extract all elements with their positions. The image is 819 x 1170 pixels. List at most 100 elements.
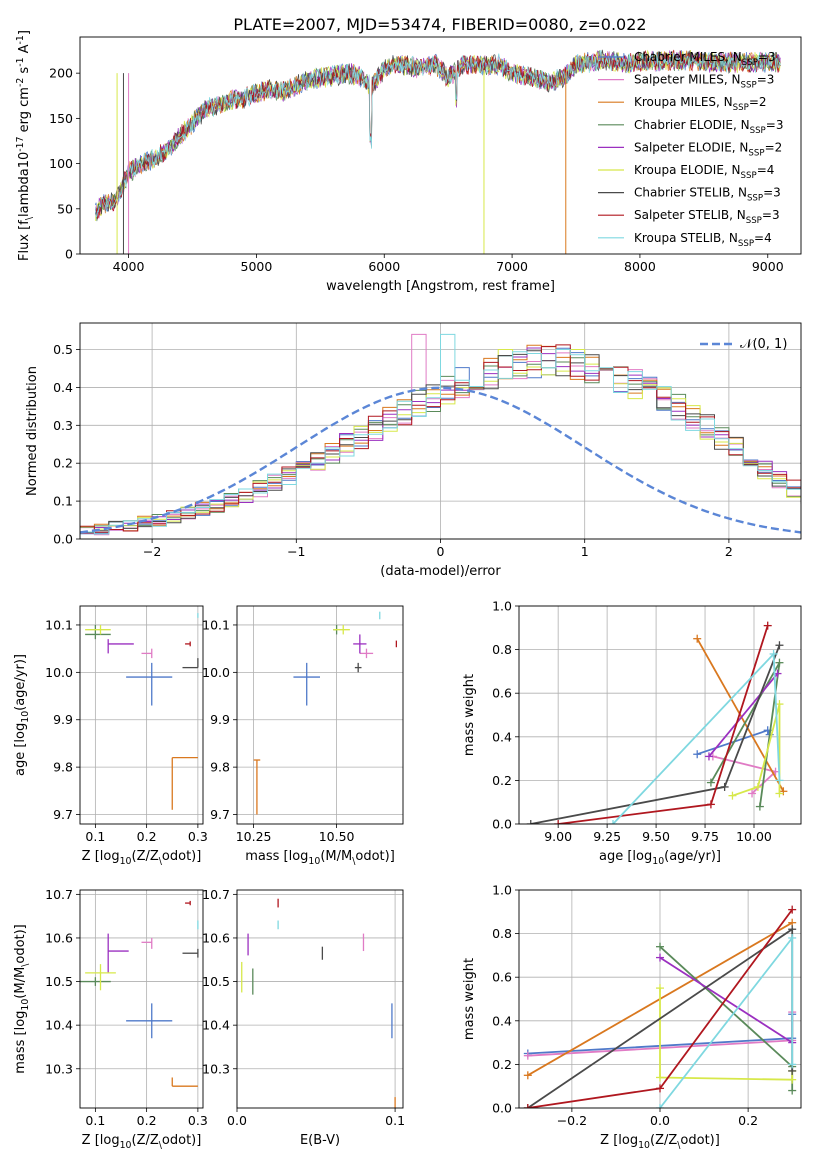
axes-frame [79, 322, 802, 540]
plot-content [94, 49, 781, 254]
x-tick-label: 2 [725, 544, 733, 559]
plus-marker [769, 649, 778, 658]
plot-area [237, 606, 403, 824]
x-tick-label: 10.00 [736, 829, 772, 844]
plus-marker [755, 802, 764, 811]
y-tick-label: 0.4 [492, 729, 512, 744]
mass-weight-line [732, 703, 781, 797]
axes-frame [79, 36, 802, 255]
y-tick-label: 10.6 [45, 930, 73, 945]
plus-marker [656, 1073, 664, 1082]
y-tick-label: 0.0 [492, 1101, 512, 1116]
error-bar-point [182, 948, 199, 958]
plot-area [519, 606, 801, 824]
error-bar-point [354, 662, 362, 673]
y-tick-label: 0.6 [492, 970, 512, 985]
x-tick-label: 0.0 [227, 1113, 247, 1128]
x-tick-label: 0.2 [738, 1113, 758, 1128]
y-tick-label: 9.7 [53, 807, 73, 822]
plus-marker [775, 776, 784, 785]
y-axis-label: age [log10(age/yr)] [13, 654, 31, 776]
plus-marker [656, 984, 664, 993]
y-tick-label: 9.7 [210, 807, 230, 822]
legend-entry: Kroupa MILES, NSSP=2 [634, 95, 767, 113]
y-tick-label: 10.4 [45, 1018, 73, 1033]
x-tick-label: 9.00 [544, 829, 572, 844]
axes-frame [79, 605, 204, 825]
figure-title: PLATE=2007, MJD=53474, FIBERID=0080, z=0… [233, 15, 646, 34]
x-axis-label: wavelength [Angstrom, rest frame] [326, 279, 555, 294]
y-tick-label: 50 [57, 201, 73, 216]
x-tick-label: 0.3 [188, 829, 208, 844]
legend-entry: Salpeter MILES, NSSP=3 [634, 73, 774, 91]
plus-marker [526, 820, 535, 824]
y-tick-label: 0.2 [492, 773, 512, 788]
y-axis-label: mass [log10(M/M\odot)] [13, 924, 31, 1074]
plot-content [80, 900, 199, 1087]
mass-vs-Z-panel: 0.1 0.2 0.3 10.3 10.4 10.5 10.6 10.7 Z [log10(Z/… [13, 887, 208, 1151]
x-tick-label: 0.3 [188, 1113, 208, 1128]
y-tick-label: 10.3 [45, 1061, 73, 1076]
y-axis-label: Normed distribution [25, 366, 40, 496]
error-bar-point [253, 759, 261, 815]
legend-entry: 𝒩(0, 1) [740, 337, 787, 352]
error-bar-point [141, 937, 153, 949]
x-tick-label: 0.1 [385, 1113, 405, 1128]
legend-entry: Chabrier ELODIE, NSSP=3 [634, 118, 783, 136]
error-bar-point [293, 662, 320, 706]
y-axis-label: mass weight [462, 958, 477, 1040]
y-tick-label: 0.3 [53, 418, 73, 433]
plus-marker [788, 1086, 797, 1095]
x-tick-label: 7000 [496, 259, 528, 274]
error-bar-point [171, 757, 198, 810]
plot-content [523, 905, 797, 1108]
error-bar-point [359, 648, 374, 659]
error-bar-point [85, 624, 111, 635]
y-tick-label: 100 [49, 156, 73, 171]
plus-marker [788, 925, 797, 934]
legend: Chabrier MILES, NSSP=3 Salpeter MILES, NS… [598, 50, 783, 249]
plus-marker [704, 752, 713, 761]
y-tick-label: 0 [65, 247, 73, 262]
x-tick-label: −1 [287, 544, 305, 559]
x-tick-label: 10.50 [319, 829, 355, 844]
error-bar-point [126, 662, 173, 706]
plus-marker [775, 658, 784, 667]
plus-marker [748, 789, 757, 798]
ticks: 0.1 0.2 0.3 10.3 10.4 10.5 10.6 10.7 [45, 887, 208, 1128]
x-tick-label: 6000 [368, 259, 400, 274]
legend-entry: Salpeter ELODIE, NSSP=2 [634, 140, 782, 158]
x-tick-label: 9.75 [691, 829, 719, 844]
y-tick-label: 0.1 [53, 494, 73, 509]
y-tick-label: 0.4 [492, 1013, 512, 1028]
error-bar-point [107, 639, 134, 654]
y-tick-label: 10.0 [45, 665, 73, 680]
plot-content [526, 621, 788, 824]
y-tick-label: 10.7 [202, 887, 230, 902]
ticks: −0.2 0.0 0.2 0.0 0.2 0.4 0.6 0.8 1.0 [492, 883, 758, 1129]
x-tick-label: 0.0 [650, 1113, 670, 1128]
plus-marker [728, 791, 737, 800]
x-tick-label: 8000 [624, 259, 656, 274]
plot-content [241, 898, 396, 1108]
plus-marker [693, 750, 702, 759]
legend-entry: Chabrier STELIB, NSSP=3 [634, 186, 781, 204]
legend-entry: Salpeter STELIB, NSSP=3 [634, 208, 780, 226]
y-tick-label: 0.4 [53, 380, 73, 395]
x-tick-label: 4000 [113, 259, 145, 274]
error-bar-point [85, 964, 116, 991]
plus-marker [706, 800, 715, 809]
error-bar-point [333, 624, 350, 635]
plus-marker [788, 933, 797, 942]
spectrum-line [94, 50, 781, 218]
histogram-step [80, 349, 801, 539]
plus-marker [763, 621, 772, 630]
normal-reference-curve [80, 386, 801, 534]
mass-vs-EBV-panel: 0.0 0.1 10.3 10.4 10.5 10.6 10.7 E(B-V) [202, 887, 405, 1148]
legend-entry: Chabrier MILES, NSSP=3 [634, 50, 776, 68]
error-bar-point [80, 977, 111, 986]
plot-area [237, 890, 403, 1108]
x-tick-label: −2 [143, 544, 161, 559]
plus-marker [656, 1084, 664, 1093]
